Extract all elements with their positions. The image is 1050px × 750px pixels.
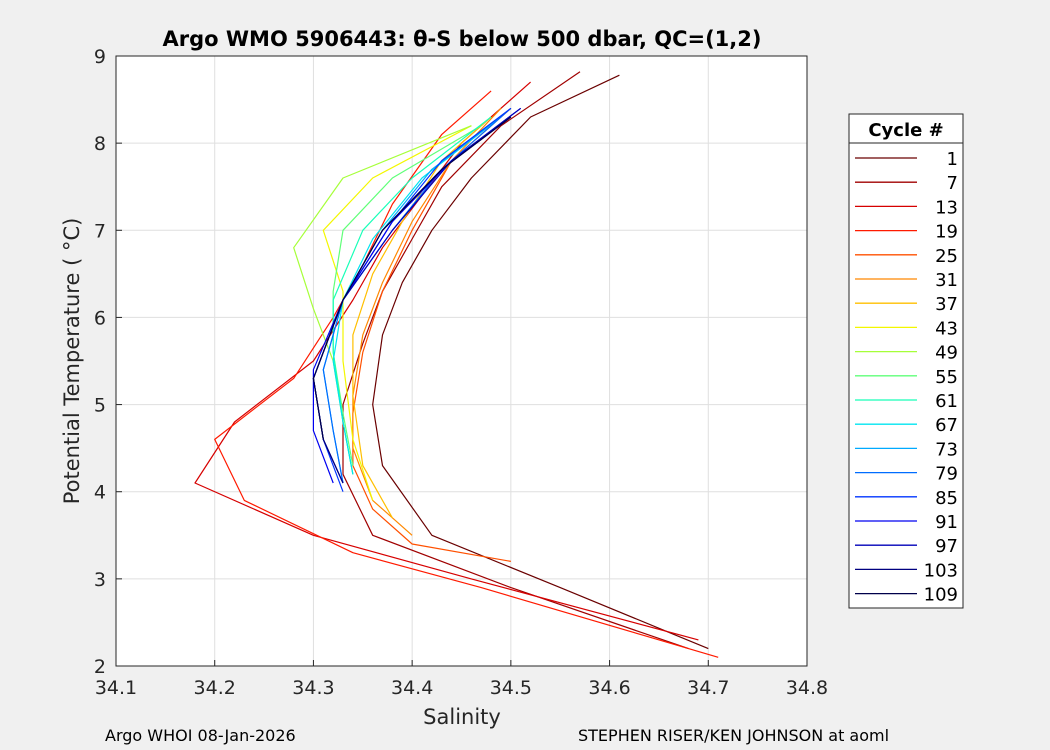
legend-label: 31 (935, 270, 958, 291)
plot-area (116, 56, 807, 666)
y-tick-label: 8 (94, 133, 106, 155)
legend-item-103: 103 (855, 560, 958, 581)
legend-item-61: 61 (855, 391, 958, 412)
series-cycle-109 (312, 116, 512, 440)
series-cycle-55 (332, 125, 482, 466)
series-cycle-31 (352, 107, 502, 536)
legend-item-85: 85 (855, 488, 958, 509)
legend-label: 37 (935, 294, 958, 315)
legend-label: 7 (947, 173, 958, 194)
series-cycle-7 (342, 71, 689, 650)
legend-label: 79 (935, 464, 958, 485)
series-layer (194, 71, 719, 658)
y-tick-label: 3 (94, 569, 106, 591)
legend-item-13: 13 (855, 197, 958, 218)
legend-label: 49 (935, 343, 958, 364)
x-tick-label: 34.1 (95, 677, 137, 699)
legend-item-25: 25 (855, 246, 958, 267)
x-tick-label: 34.6 (588, 677, 630, 699)
legend-item-79: 79 (855, 464, 958, 485)
y-tick-label: 7 (94, 220, 106, 242)
legend-item-91: 91 (855, 512, 958, 533)
x-tick-label: 34.8 (786, 677, 828, 699)
y-tick-label: 2 (94, 656, 106, 678)
legend-label: 103 (924, 560, 958, 581)
x-tick-label: 34.3 (292, 677, 334, 699)
chart-title: Argo WMO 5906443: θ-S below 500 dbar, QC… (163, 27, 762, 51)
y-tick-label: 5 (94, 395, 106, 417)
legend-title: Cycle # (868, 120, 943, 141)
legend-item-109: 109 (855, 585, 958, 606)
legend-item-19: 19 (855, 222, 958, 243)
legend-label: 19 (935, 222, 958, 243)
legend-label: 97 (935, 536, 958, 557)
series-cycle-25 (352, 107, 512, 562)
legend-item-31: 31 (855, 270, 958, 291)
y-axis-label: Potential Temperature ( °C) (60, 218, 84, 505)
series-cycle-1 (372, 74, 709, 650)
legend-item-43: 43 (855, 318, 958, 339)
legend-item-73: 73 (855, 439, 958, 460)
x-tick-label: 34.4 (391, 677, 433, 699)
legend-label: 91 (935, 512, 958, 533)
legend-label: 55 (935, 367, 958, 388)
y-tick-label: 9 (94, 46, 106, 68)
legend-item-1: 1 (855, 149, 958, 170)
legend-label: 1 (947, 149, 958, 170)
legend-label: 109 (924, 585, 958, 606)
y-axis: 2 3 4 5 6 7 8 9 (94, 46, 122, 678)
legend-item-7: 7 (855, 173, 958, 194)
legend-label: 73 (935, 439, 958, 460)
legend-label: 61 (935, 391, 958, 412)
y-tick-label: 4 (94, 482, 106, 504)
series-cycle-37 (352, 116, 492, 519)
legend-label: 13 (935, 197, 958, 218)
footer-left: Argo WHOI 08-Jan-2026 (105, 726, 296, 745)
legend-label: 85 (935, 488, 958, 509)
legend-item-55: 55 (855, 367, 958, 388)
x-tick-label: 34.5 (490, 677, 532, 699)
legend-label: 43 (935, 318, 958, 339)
legend-item-37: 37 (855, 294, 958, 315)
legend-box (848, 113, 964, 609)
x-axis: 34.1 34.2 34.3 34.4 34.5 34.6 34.7 34.8 (95, 660, 828, 699)
series-cycle-43 (322, 125, 472, 501)
legend: Cycle # 1 7 13 19 25 31 37 43 49 55 61 67 73 79 85 91 97… (848, 113, 964, 609)
legend-label: 67 (935, 415, 958, 436)
legend-item-67: 67 (855, 415, 958, 436)
footer-right: STEPHEN RISER/KEN JOHNSON at aoml (578, 726, 889, 745)
x-tick-label: 34.2 (194, 677, 236, 699)
legend-item-49: 49 (855, 343, 958, 364)
x-tick-label: 34.7 (687, 677, 729, 699)
plot-frame (115, 55, 808, 667)
legend-item-97: 97 (855, 536, 958, 557)
y-tick-label: 6 (94, 307, 106, 329)
x-axis-label: Salinity (423, 705, 501, 729)
legend-label: 25 (935, 246, 958, 267)
